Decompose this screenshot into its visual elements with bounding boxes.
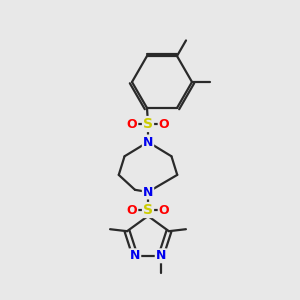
Text: O: O <box>159 203 169 217</box>
Text: S: S <box>143 117 153 131</box>
Text: N: N <box>143 185 153 199</box>
Text: N: N <box>143 136 153 148</box>
Text: N: N <box>130 249 140 262</box>
Text: S: S <box>143 203 153 217</box>
Text: N: N <box>156 249 166 262</box>
Text: O: O <box>127 203 137 217</box>
Text: O: O <box>159 118 169 130</box>
Text: O: O <box>127 118 137 130</box>
